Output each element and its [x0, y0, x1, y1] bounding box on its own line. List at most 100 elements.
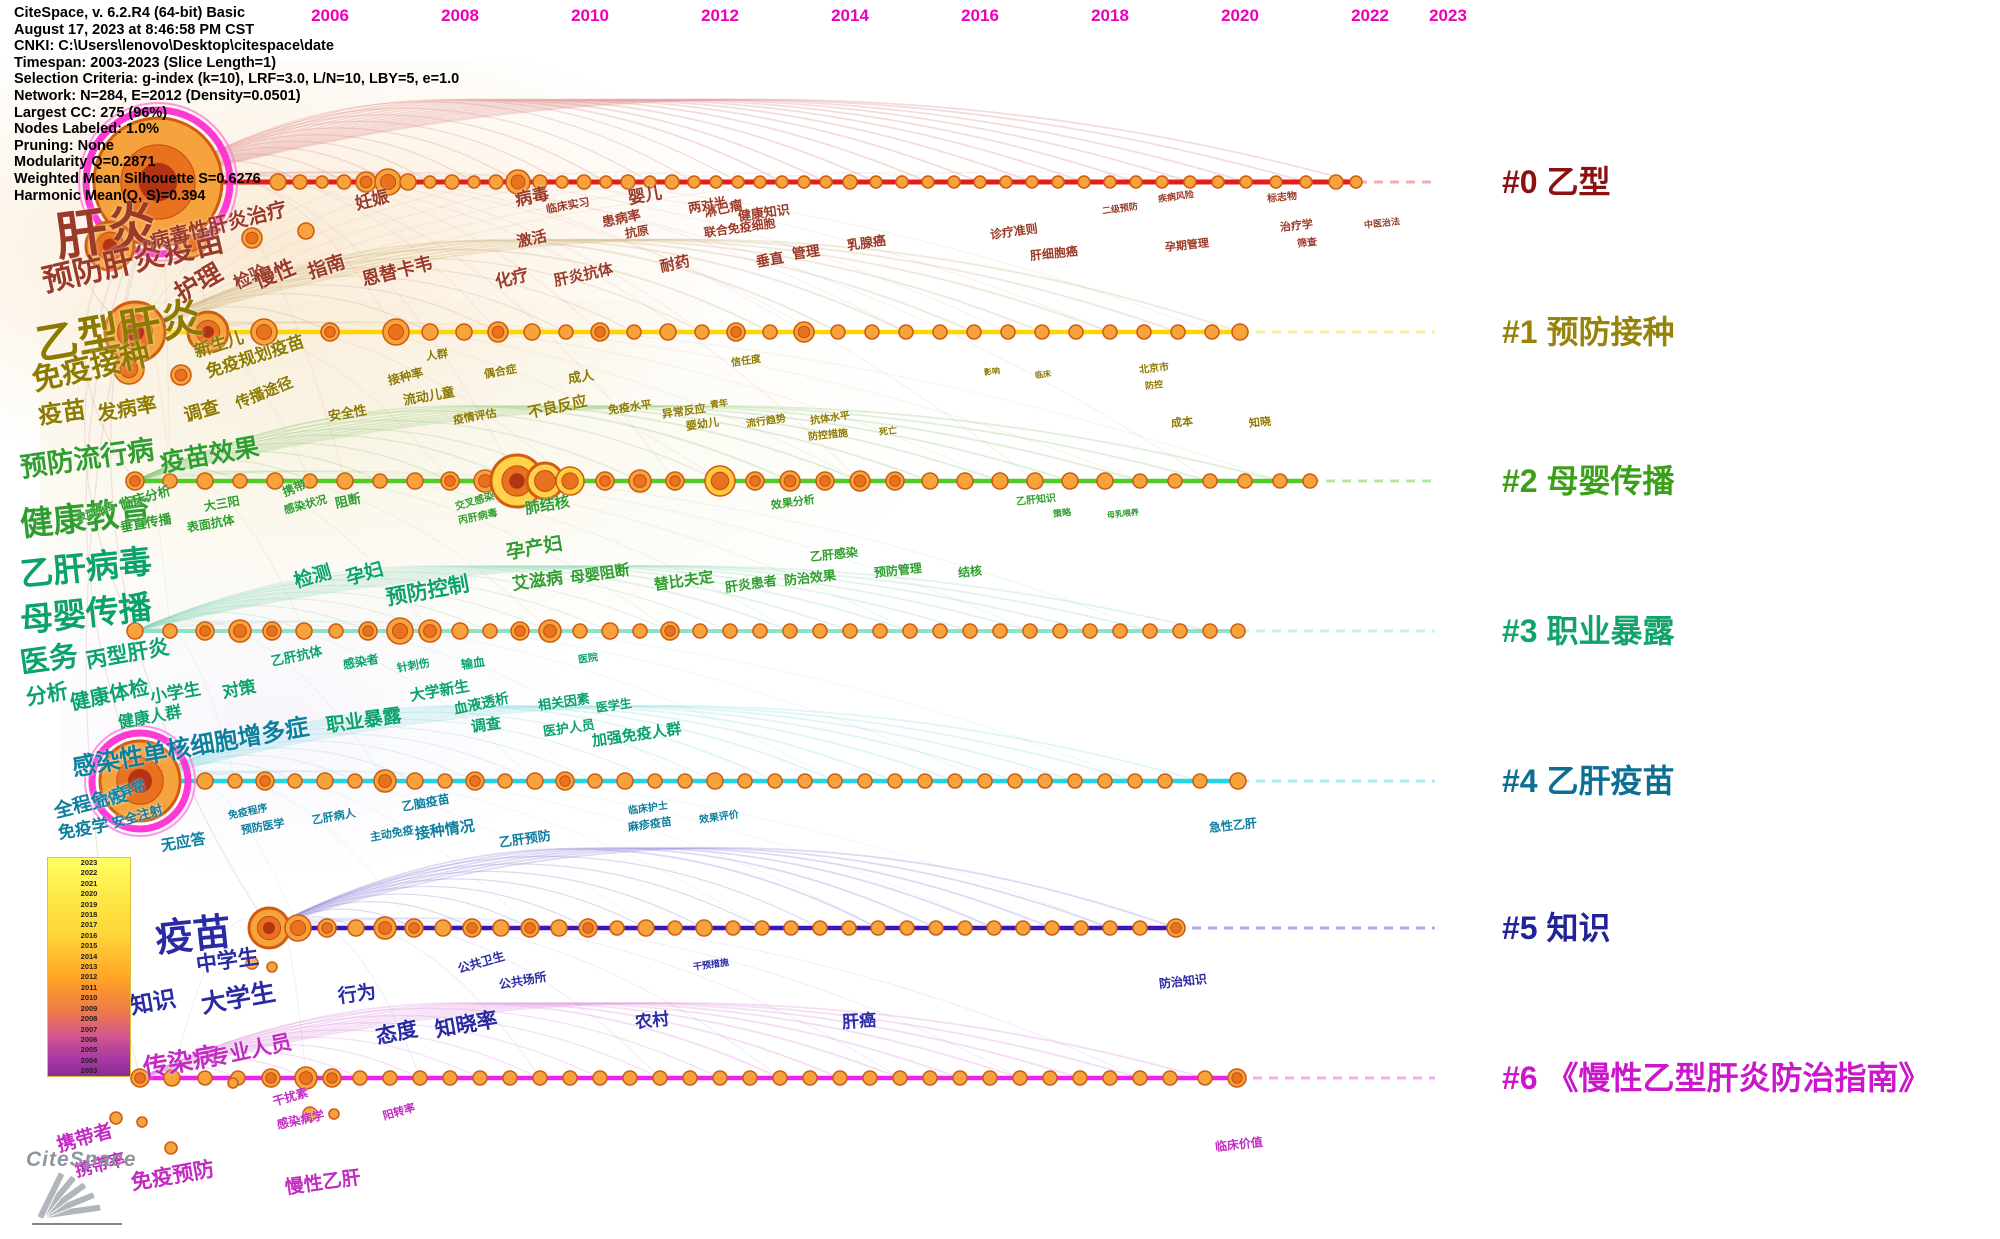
timeline-node[interactable]	[1042, 1070, 1058, 1086]
cluster-label-2[interactable]: #2 母婴传播	[1502, 463, 1675, 499]
timeline-node[interactable]	[1230, 623, 1246, 639]
timeline-node[interactable]	[1211, 175, 1225, 189]
timeline-node[interactable]	[842, 174, 858, 190]
timeline-node[interactable]	[1132, 920, 1148, 936]
timeline-node[interactable]	[977, 773, 993, 789]
cluster-label-0[interactable]: #0 乙型	[1502, 164, 1611, 200]
timeline-node[interactable]	[609, 920, 625, 936]
timeline-node[interactable]	[1015, 920, 1031, 936]
timeline-node[interactable]	[872, 623, 888, 639]
timeline-node[interactable]	[762, 324, 778, 340]
timeline-node[interactable]	[162, 623, 178, 639]
timeline-node[interactable]	[921, 472, 939, 490]
timeline-node[interactable]	[637, 919, 655, 937]
timeline-node[interactable]	[136, 1116, 148, 1128]
timeline-node[interactable]	[899, 920, 915, 936]
timeline-node[interactable]	[109, 1111, 123, 1125]
timeline-node[interactable]	[991, 472, 1009, 490]
timeline-node[interactable]	[632, 623, 648, 639]
timeline-node[interactable]	[451, 622, 469, 640]
timeline-node[interactable]	[947, 773, 963, 789]
timeline-node[interactable]	[599, 175, 613, 189]
timeline-node[interactable]	[1231, 323, 1249, 341]
timeline-node[interactable]	[870, 920, 886, 936]
timeline-node[interactable]	[1162, 1070, 1178, 1086]
timeline-node[interactable]	[562, 1070, 578, 1086]
timeline-node[interactable]	[302, 473, 318, 489]
timeline-node[interactable]	[1061, 472, 1079, 490]
timeline-node[interactable]	[902, 623, 918, 639]
cluster-label-6[interactable]: #6 《慢性乙型肝炎防治指南》	[1502, 1060, 1931, 1096]
timeline-node[interactable]	[266, 472, 284, 490]
timeline-node[interactable]	[1026, 472, 1044, 490]
timeline-node[interactable]	[772, 1070, 788, 1086]
timeline-node[interactable]	[1170, 324, 1186, 340]
timeline-node[interactable]	[1096, 472, 1114, 490]
timeline-node[interactable]	[482, 623, 498, 639]
timeline-node[interactable]	[652, 1070, 668, 1086]
cluster-label-5[interactable]: #5 知识	[1502, 910, 1611, 946]
timeline-node[interactable]	[864, 324, 880, 340]
timeline-node[interactable]	[1272, 473, 1288, 489]
timeline-node[interactable]	[555, 175, 569, 189]
timeline-node[interactable]	[737, 773, 753, 789]
timeline-node[interactable]	[1192, 773, 1208, 789]
timeline-node[interactable]	[1204, 324, 1220, 340]
timeline-node[interactable]	[1132, 1070, 1148, 1086]
timeline-node[interactable]	[682, 1070, 698, 1086]
timeline-node[interactable]	[197, 1070, 213, 1086]
timeline-node[interactable]	[576, 174, 592, 190]
timeline-node[interactable]	[802, 1070, 818, 1086]
timeline-node[interactable]	[1132, 473, 1148, 489]
timeline-node[interactable]	[1067, 773, 1083, 789]
timeline-node[interactable]	[947, 175, 961, 189]
timeline-node[interactable]	[1155, 175, 1169, 189]
timeline-node[interactable]	[1237, 473, 1253, 489]
timeline-node[interactable]	[1034, 324, 1050, 340]
timeline-node[interactable]	[437, 773, 453, 789]
cluster-label-3[interactable]: #3 职业暴露	[1502, 613, 1675, 649]
timeline-node[interactable]	[626, 324, 642, 340]
timeline-node[interactable]	[1073, 920, 1089, 936]
timeline-node[interactable]	[725, 920, 741, 936]
timeline-node[interactable]	[1102, 920, 1118, 936]
timeline-node[interactable]	[664, 174, 680, 190]
timeline-node[interactable]	[406, 472, 424, 490]
timeline-node[interactable]	[1082, 623, 1098, 639]
timeline-node[interactable]	[352, 1070, 368, 1086]
timeline-node[interactable]	[830, 324, 846, 340]
timeline-node[interactable]	[328, 1108, 340, 1120]
timeline-node[interactable]	[1072, 1070, 1088, 1086]
timeline-node[interactable]	[1077, 175, 1091, 189]
timeline-node[interactable]	[694, 324, 710, 340]
timeline-node[interactable]	[412, 1070, 428, 1086]
timeline-node[interactable]	[1022, 623, 1038, 639]
timeline-node[interactable]	[1202, 623, 1218, 639]
timeline-node[interactable]	[616, 772, 634, 790]
timeline-node[interactable]	[1328, 174, 1344, 190]
timeline-node[interactable]	[887, 773, 903, 789]
timeline-node[interactable]	[643, 175, 657, 189]
timeline-node[interactable]	[973, 175, 987, 189]
timeline-node[interactable]	[1068, 324, 1084, 340]
timeline-node[interactable]	[932, 324, 948, 340]
timeline-node[interactable]	[467, 175, 481, 189]
timeline-node[interactable]	[957, 920, 973, 936]
timeline-node[interactable]	[709, 175, 723, 189]
timeline-node[interactable]	[783, 920, 799, 936]
timeline-node[interactable]	[754, 920, 770, 936]
timeline-node[interactable]	[841, 920, 857, 936]
timeline-node[interactable]	[287, 773, 303, 789]
timeline-node[interactable]	[812, 920, 828, 936]
timeline-node[interactable]	[742, 1070, 758, 1086]
timeline-node[interactable]	[842, 623, 858, 639]
timeline-node[interactable]	[1052, 623, 1068, 639]
timeline-node[interactable]	[898, 324, 914, 340]
timeline-node[interactable]	[162, 473, 178, 489]
timeline-node[interactable]	[767, 773, 783, 789]
timeline-node[interactable]	[1037, 773, 1053, 789]
cluster-label-4[interactable]: #4 乙肝疫苗	[1502, 763, 1675, 799]
timeline-node[interactable]	[812, 623, 828, 639]
timeline-node[interactable]	[492, 919, 510, 937]
timeline-node[interactable]	[1102, 324, 1118, 340]
